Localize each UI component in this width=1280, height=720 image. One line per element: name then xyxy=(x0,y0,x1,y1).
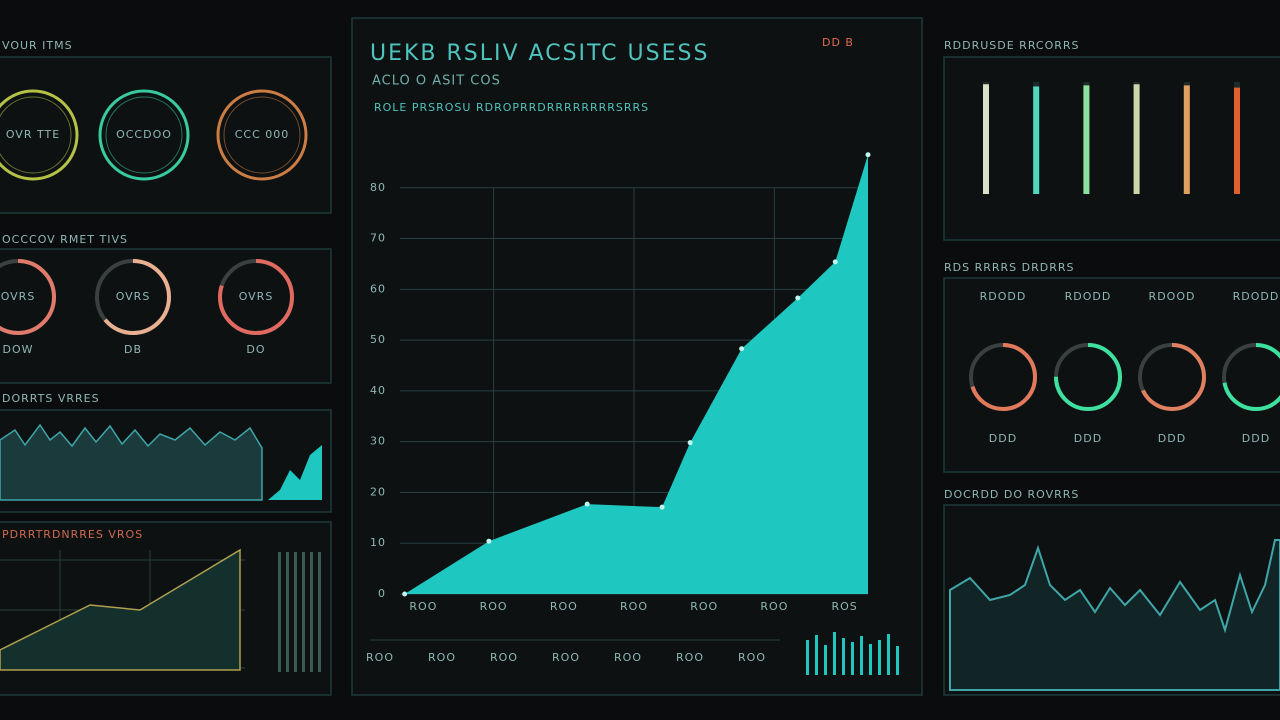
area xyxy=(404,154,868,594)
ring-arc xyxy=(218,259,294,335)
bar xyxy=(1183,85,1190,194)
main-caption: ROLE PRSROSU RDROPRRDRRRRRRRRSRRS xyxy=(374,101,649,114)
gauge-ring xyxy=(0,89,79,181)
footer-label: ROO xyxy=(428,651,456,664)
badge: DD B xyxy=(822,36,854,49)
point xyxy=(687,440,693,446)
x-tick-label: ROO xyxy=(760,600,788,613)
point xyxy=(486,538,492,544)
gauge-ring xyxy=(0,96,72,174)
y-tick-label: 40 xyxy=(370,384,386,397)
ring-caption: DDD xyxy=(1158,432,1186,445)
growth-line xyxy=(0,548,241,671)
bar xyxy=(983,84,989,194)
ring-label: RDODD xyxy=(980,290,1027,303)
point xyxy=(795,295,801,301)
dial-label: OVRS xyxy=(1,290,36,303)
x-tick-label: ROO xyxy=(480,600,508,613)
gauge-label: CCC 000 xyxy=(235,128,290,141)
y-tick-label: 0 xyxy=(378,587,386,600)
footer-label: ROO xyxy=(676,651,704,664)
dial-label: OVRS xyxy=(239,290,274,303)
panel-title: DOCRDD DO ROVRRS xyxy=(944,488,1079,501)
y-tick-label: 70 xyxy=(370,232,386,245)
gauge-ring xyxy=(98,89,190,181)
sparkline xyxy=(0,423,263,501)
mini-area xyxy=(268,445,322,500)
point xyxy=(739,346,745,352)
bar xyxy=(1133,84,1140,194)
panel-title: DORRTS VRRES xyxy=(2,392,100,405)
ring-arc xyxy=(1054,343,1122,411)
gauge-panel xyxy=(0,56,332,214)
point xyxy=(832,259,838,265)
x-tick-label: ROS xyxy=(831,600,857,613)
bar xyxy=(1083,85,1090,194)
x-tick-label: ROO xyxy=(550,600,578,613)
panel-title: RDDRUSDE RRCORRS xyxy=(944,39,1080,52)
panel-title: OCCCOV RMET TIVS xyxy=(2,233,128,246)
y-tick-label: 10 xyxy=(370,536,386,549)
panel-title: PDRRTRDNRRES VROS xyxy=(2,528,143,541)
ring-label: RDOOD xyxy=(1149,290,1196,303)
main-title: UEKB RSLIV ACSITC USESS xyxy=(370,41,709,66)
gauge-label: OCCDOO xyxy=(116,128,172,141)
bars-panel xyxy=(943,56,1280,241)
ring-caption: DDD xyxy=(989,432,1017,445)
y-tick-label: 30 xyxy=(370,435,386,448)
dial-label: OVRS xyxy=(116,290,151,303)
gauge-ring xyxy=(223,96,301,174)
y-tick-label: 60 xyxy=(370,282,386,295)
dial-caption: DB xyxy=(124,343,142,356)
point xyxy=(584,501,590,507)
ring-caption: DDD xyxy=(1074,432,1102,445)
main-subtitle: ACLO O ASIT COS xyxy=(372,74,501,89)
point xyxy=(865,152,871,158)
gauge-ring xyxy=(216,89,308,181)
ring-arc xyxy=(95,259,171,335)
gauge-ring xyxy=(105,96,183,174)
ring-arc xyxy=(0,259,56,335)
mini-bars xyxy=(278,552,321,672)
panel-title: VOUR ITMS xyxy=(2,39,73,52)
footer-label: ROO xyxy=(552,651,580,664)
y-tick-label: 80 xyxy=(370,181,386,194)
wave-line xyxy=(949,539,1280,691)
ring-label: RDODD xyxy=(1233,290,1280,303)
panel-title: RDS RRRRS DRDRRS xyxy=(944,261,1075,274)
point xyxy=(659,504,665,510)
x-tick-label: ROO xyxy=(409,600,437,613)
dial-caption: DOW xyxy=(2,343,33,356)
y-tick-label: 20 xyxy=(370,485,386,498)
ring-caption: DDD xyxy=(1242,432,1270,445)
x-tick-label: ROO xyxy=(690,600,718,613)
gauge-label: OVR TTE xyxy=(6,128,60,141)
bar xyxy=(1033,86,1040,194)
ring-arc xyxy=(1138,343,1206,411)
footer-label: ROO xyxy=(366,651,394,664)
footer-label: ROO xyxy=(490,651,518,664)
x-tick-label: ROO xyxy=(620,600,648,613)
ring-arc xyxy=(969,343,1037,411)
bar xyxy=(1234,87,1240,194)
ring-arc xyxy=(1222,343,1280,411)
mini-bars xyxy=(806,632,899,675)
point xyxy=(402,591,408,597)
footer-label: ROO xyxy=(614,651,642,664)
dial-caption: DO xyxy=(246,343,265,356)
ring-label: RDODD xyxy=(1065,290,1112,303)
footer-label: ROO xyxy=(738,651,766,664)
y-tick-label: 50 xyxy=(370,333,386,346)
